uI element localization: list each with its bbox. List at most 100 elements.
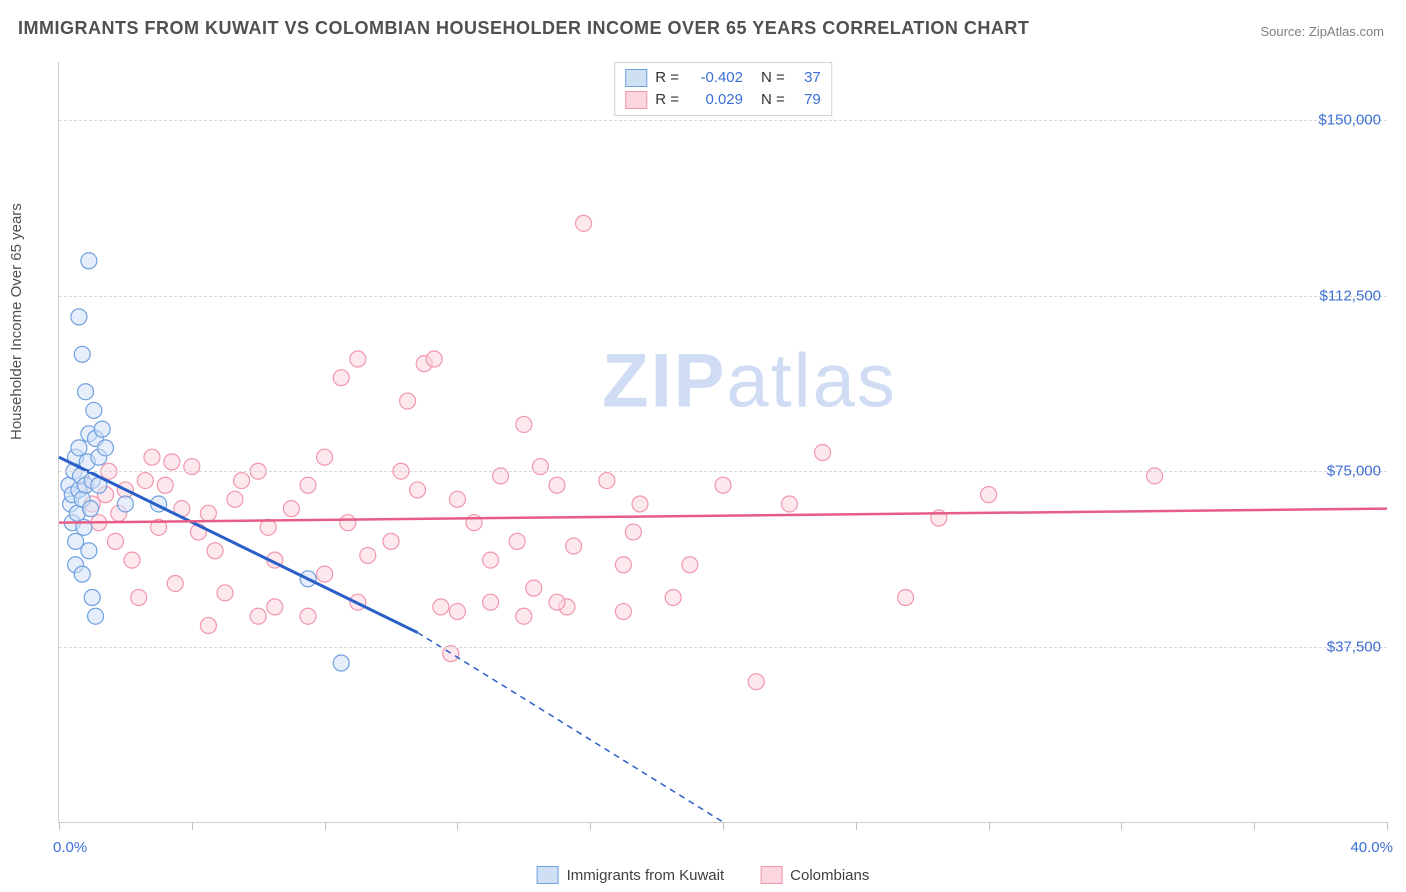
data-point — [333, 370, 349, 386]
data-point — [715, 477, 731, 493]
data-point — [665, 590, 681, 606]
y-tick-label: $37,500 — [1327, 638, 1381, 655]
data-point — [509, 533, 525, 549]
data-point — [360, 547, 376, 563]
x-tick — [59, 822, 60, 830]
data-point — [426, 351, 442, 367]
data-point — [71, 440, 87, 456]
legend-swatch — [537, 866, 559, 884]
x-tick — [989, 822, 990, 830]
data-point — [107, 533, 123, 549]
data-point — [200, 618, 216, 634]
data-point — [443, 646, 459, 662]
data-point — [433, 599, 449, 615]
data-point — [81, 253, 97, 269]
chart-svg — [59, 62, 1387, 822]
x-tick — [1121, 822, 1122, 830]
data-point — [144, 449, 160, 465]
y-tick-label: $112,500 — [1320, 287, 1381, 304]
data-point — [549, 477, 565, 493]
data-point — [217, 585, 233, 601]
data-point — [516, 608, 532, 624]
x-tick — [590, 822, 591, 830]
data-point — [400, 393, 416, 409]
data-point — [300, 477, 316, 493]
data-point — [781, 496, 797, 512]
data-point — [615, 604, 631, 620]
x-tick — [325, 822, 326, 830]
data-point — [317, 449, 333, 465]
data-point — [599, 473, 615, 489]
x-tick-label: 0.0% — [53, 839, 87, 856]
gridline — [59, 471, 1387, 472]
data-point — [625, 524, 641, 540]
legend-swatch — [625, 91, 647, 109]
legend-item: Immigrants from Kuwait — [537, 866, 725, 884]
x-tick-label: 40.0% — [1350, 839, 1393, 856]
plot-area: ZIPatlas R =-0.402N =37R =0.029N =79 $37… — [58, 62, 1387, 823]
data-point — [576, 215, 592, 231]
data-point — [615, 557, 631, 573]
data-point — [86, 402, 102, 418]
data-point — [117, 496, 133, 512]
data-point — [131, 590, 147, 606]
chart-title: IMMIGRANTS FROM KUWAIT VS COLOMBIAN HOUS… — [18, 18, 1029, 39]
data-point — [71, 309, 87, 325]
stat-label: N = — [761, 89, 785, 111]
data-point — [81, 543, 97, 559]
data-point — [84, 590, 100, 606]
data-point — [483, 552, 499, 568]
x-tick — [856, 822, 857, 830]
data-point — [632, 496, 648, 512]
stat-row: R =-0.402N =37 — [625, 67, 821, 89]
legend-item: Colombians — [760, 866, 869, 884]
trend-line-extrapolated — [418, 633, 723, 822]
data-point — [94, 421, 110, 437]
legend-label: Immigrants from Kuwait — [567, 867, 725, 884]
stat-label: N = — [761, 67, 785, 89]
data-point — [549, 594, 565, 610]
data-point — [78, 384, 94, 400]
gridline — [59, 647, 1387, 648]
x-tick — [1387, 822, 1388, 830]
stat-label: R = — [655, 89, 679, 111]
trend-line — [59, 509, 1387, 523]
data-point — [157, 477, 173, 493]
data-point — [200, 505, 216, 521]
data-point — [74, 566, 90, 582]
x-tick — [192, 822, 193, 830]
data-point — [898, 590, 914, 606]
data-point — [748, 674, 764, 690]
data-point — [682, 557, 698, 573]
data-point — [283, 501, 299, 517]
data-point — [449, 491, 465, 507]
data-point — [317, 566, 333, 582]
data-point — [164, 454, 180, 470]
data-point — [981, 487, 997, 503]
data-point — [74, 346, 90, 362]
legend: Immigrants from Kuwait Colombians — [537, 866, 870, 884]
x-tick — [1254, 822, 1255, 830]
x-tick — [457, 822, 458, 830]
data-point — [340, 515, 356, 531]
data-point — [124, 552, 140, 568]
data-point — [207, 543, 223, 559]
data-point — [410, 482, 426, 498]
stat-label: R = — [655, 67, 679, 89]
gridline — [59, 296, 1387, 297]
data-point — [88, 608, 104, 624]
source-label: Source: ZipAtlas.com — [1260, 24, 1384, 39]
stat-n-value: 37 — [793, 67, 821, 89]
data-point — [483, 594, 499, 610]
data-point — [300, 608, 316, 624]
legend-swatch — [625, 69, 647, 87]
data-point — [234, 473, 250, 489]
stat-r-value: 0.029 — [687, 89, 743, 111]
y-tick-label: $75,000 — [1327, 463, 1381, 480]
data-point — [383, 533, 399, 549]
gridline — [59, 120, 1387, 121]
data-point — [815, 445, 831, 461]
stat-n-value: 79 — [793, 89, 821, 111]
data-point — [350, 351, 366, 367]
legend-label: Colombians — [790, 867, 869, 884]
